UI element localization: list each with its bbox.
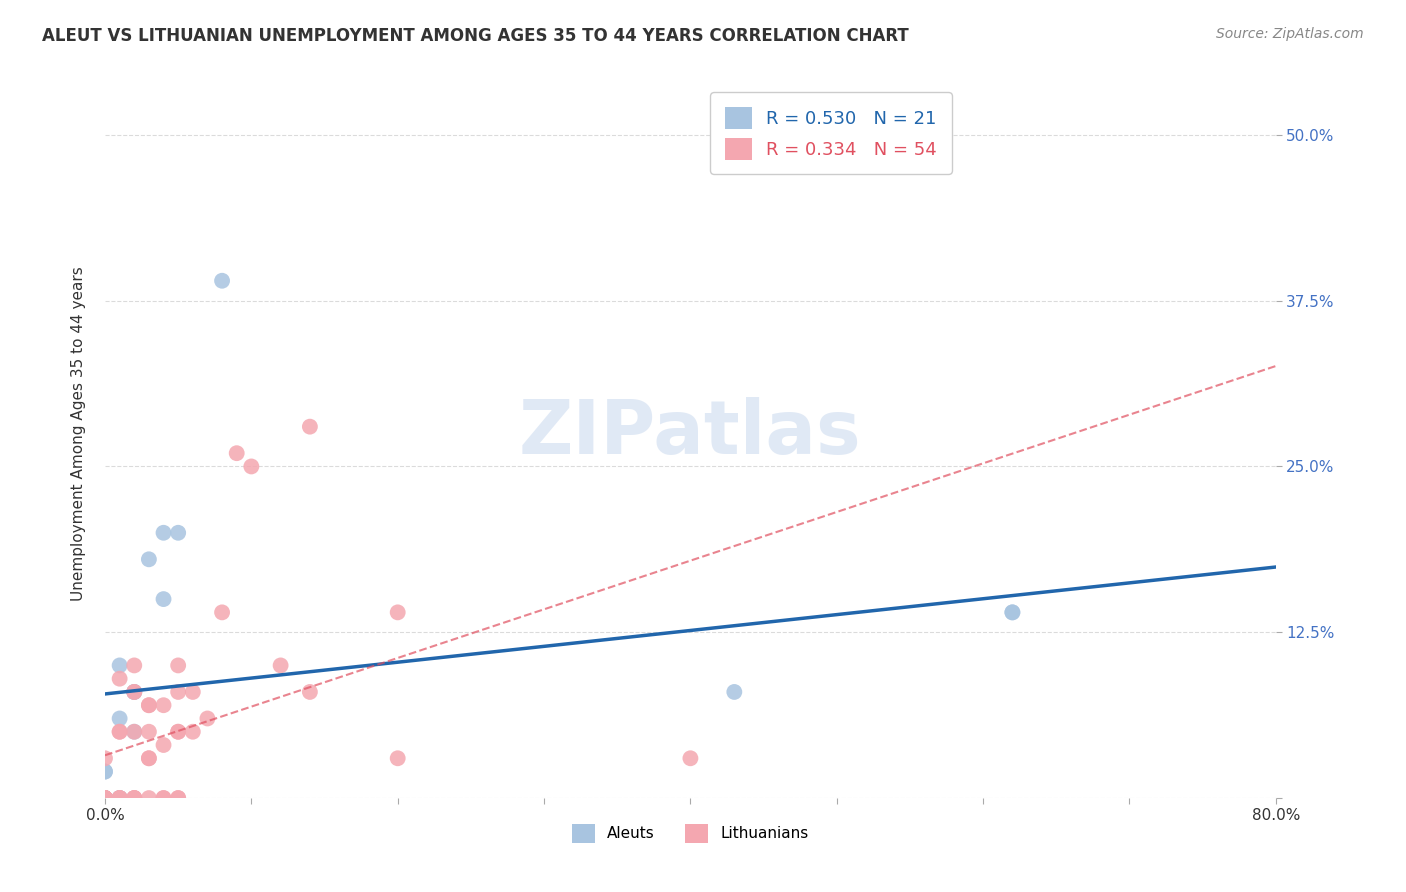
Point [94, 791, 117, 805]
Point [167, 525, 190, 540]
Point [108, 791, 131, 805]
Point [108, 791, 131, 805]
Point [122, 724, 145, 739]
Point [94, 751, 117, 765]
Point [122, 791, 145, 805]
Point [122, 685, 145, 699]
Point [138, 751, 160, 765]
Point [152, 592, 174, 607]
Point [152, 698, 174, 713]
Point [108, 724, 131, 739]
Point [94, 791, 117, 805]
Point [138, 724, 160, 739]
Point [167, 791, 190, 805]
Point [211, 606, 233, 620]
Point [138, 791, 160, 805]
Point [122, 685, 145, 699]
Point [270, 658, 292, 673]
Point [108, 791, 131, 805]
Legend: R = 0.530   N = 21, R = 0.334   N = 54: R = 0.530 N = 21, R = 0.334 N = 54 [710, 92, 952, 174]
Y-axis label: Unemployment Among Ages 35 to 44 years: Unemployment Among Ages 35 to 44 years [72, 266, 86, 600]
Point [122, 791, 145, 805]
Point [197, 711, 219, 725]
Point [94, 791, 117, 805]
Point [167, 724, 190, 739]
Point [108, 711, 131, 725]
Point [679, 751, 702, 765]
Point [94, 791, 117, 805]
Point [298, 685, 321, 699]
Point [152, 525, 174, 540]
Point [108, 791, 131, 805]
Point [94, 791, 117, 805]
Point [94, 791, 117, 805]
Point [122, 685, 145, 699]
Text: Source: ZipAtlas.com: Source: ZipAtlas.com [1216, 27, 1364, 41]
Point [108, 658, 131, 673]
Point [94, 791, 117, 805]
Point [167, 658, 190, 673]
Point [152, 791, 174, 805]
Point [108, 791, 131, 805]
Point [387, 751, 409, 765]
Point [1001, 606, 1024, 620]
Point [122, 791, 145, 805]
Point [152, 791, 174, 805]
Point [387, 606, 409, 620]
Point [225, 446, 247, 460]
Point [298, 419, 321, 434]
Point [181, 724, 204, 739]
Point [94, 791, 117, 805]
Point [94, 791, 117, 805]
Point [723, 685, 745, 699]
Point [138, 552, 160, 566]
Point [108, 791, 131, 805]
Point [94, 791, 117, 805]
Point [138, 698, 160, 713]
Point [122, 791, 145, 805]
Point [122, 685, 145, 699]
Point [108, 724, 131, 739]
Text: ZIPatlas: ZIPatlas [519, 397, 862, 470]
Point [94, 764, 117, 779]
Point [122, 658, 145, 673]
Point [108, 672, 131, 686]
Point [1001, 606, 1024, 620]
Point [94, 764, 117, 779]
Text: ALEUT VS LITHUANIAN UNEMPLOYMENT AMONG AGES 35 TO 44 YEARS CORRELATION CHART: ALEUT VS LITHUANIAN UNEMPLOYMENT AMONG A… [42, 27, 908, 45]
Point [167, 724, 190, 739]
Point [94, 791, 117, 805]
Point [94, 791, 117, 805]
Point [152, 738, 174, 752]
Point [138, 698, 160, 713]
Point [167, 685, 190, 699]
Point [122, 724, 145, 739]
Point [94, 791, 117, 805]
Point [240, 459, 263, 474]
Point [167, 791, 190, 805]
Point [181, 685, 204, 699]
Point [211, 274, 233, 288]
Point [108, 791, 131, 805]
Point [138, 751, 160, 765]
